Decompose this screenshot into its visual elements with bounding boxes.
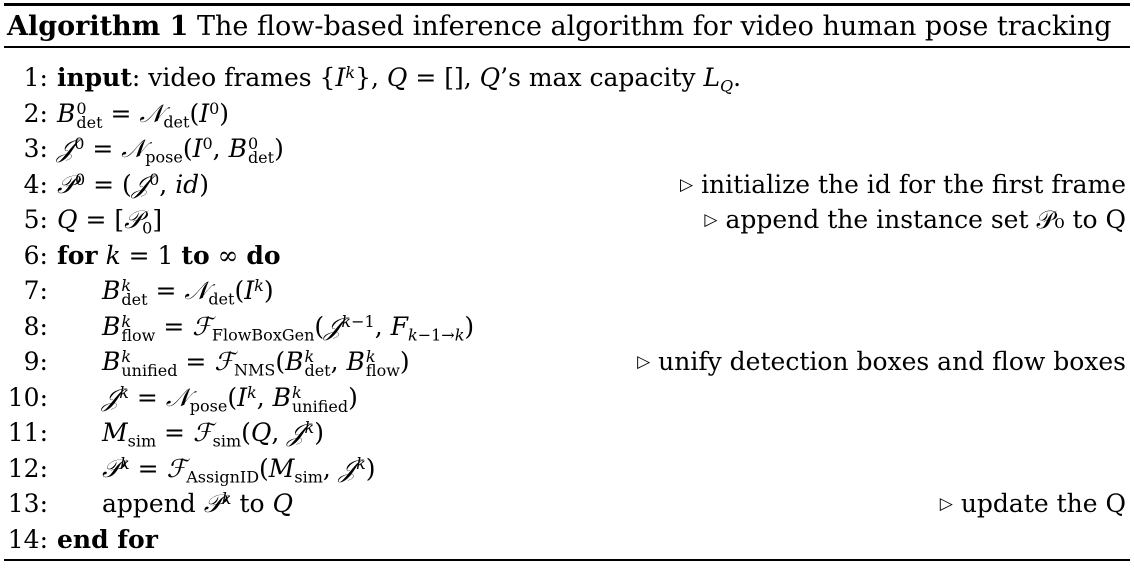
- line-content: 𝒥0 = 𝒩pose(I0, B 0 det): [57, 133, 284, 167]
- line-number: 9:: [23, 347, 48, 376]
- line-content: Msim = ℱsim(Q, 𝒥k): [102, 418, 325, 451]
- keyword-do: do: [246, 241, 281, 270]
- algo-line-14: 14: end for: [4, 522, 1130, 557]
- algorithm-caption: Algorithm 1 The flow-based inference alg…: [7, 9, 1112, 45]
- keyword-end-for: end for: [57, 525, 158, 554]
- algorithm-label: Algorithm 1: [7, 11, 189, 42]
- line-comment: ▷ append the instance set 𝒫₀ to Q: [704, 205, 1126, 234]
- line-number: 8:: [23, 312, 48, 341]
- line-number: 6:: [23, 241, 48, 270]
- line-number: 12:: [7, 454, 48, 483]
- line-content: for k = 1 to ∞ do: [57, 241, 281, 270]
- line-comment: ▷ initialize the id for the first frame: [679, 170, 1126, 199]
- top-rule: [4, 3, 1130, 6]
- algo-line-1: 1: input: video frames {Ik}, Q = [], Q’s…: [4, 60, 1130, 95]
- line-number: 4:: [23, 170, 48, 199]
- algorithm-title: The flow-based inference algorithm for v…: [197, 11, 1112, 42]
- keyword-to: to: [181, 241, 210, 270]
- bottom-rule: [4, 559, 1130, 561]
- line-number: 3:: [23, 134, 48, 163]
- algo-line-4: 4: 𝒫0 = (𝒥0, id) ▷ initialize the id for …: [4, 167, 1130, 202]
- algo-line-6: 6: for k = 1 to ∞ do: [4, 238, 1130, 273]
- algo-line-3: 3: 𝒥0 = 𝒩pose(I0, B 0 det): [4, 131, 1130, 166]
- line-content: B 0 det = 𝒩det(I0): [57, 98, 230, 132]
- keyword-for: for: [57, 241, 98, 270]
- line-content: input: video frames {Ik}, Q = [], Q’s ma…: [57, 63, 742, 96]
- comment-triangle-icon: ▷: [679, 175, 694, 195]
- line-number: 14:: [7, 525, 48, 554]
- line-number: 2:: [23, 99, 48, 128]
- comment-triangle-icon: ▷: [939, 494, 953, 514]
- comment-triangle-icon: ▷: [704, 210, 718, 230]
- line-comment: ▷ unify detection boxes and flow boxes: [637, 347, 1126, 376]
- algo-line-2: 2: B 0 det = 𝒩det(I0): [4, 96, 1130, 131]
- caption-rule: [4, 46, 1130, 48]
- line-number: 10:: [7, 383, 48, 412]
- algo-line-11: 11: Msim = ℱsim(Q, 𝒥k): [4, 415, 1130, 450]
- algorithm-block: Algorithm 1 The flow-based inference alg…: [4, 0, 1130, 570]
- line-content: Q = [𝒫0]: [57, 205, 163, 238]
- line-content: 𝒫k = ℱAssignID(Msim, 𝒥k): [102, 454, 376, 487]
- line-content: end for: [57, 522, 158, 557]
- algo-line-12: 12: 𝒫k = ℱAssignID(Msim, 𝒥k): [4, 451, 1130, 486]
- line-content: append 𝒫k to Q: [102, 489, 294, 518]
- line-number: 11:: [7, 418, 48, 447]
- comment-triangle-icon: ▷: [637, 352, 651, 372]
- line-number: 7:: [23, 276, 48, 305]
- algo-line-5: 5: Q = [𝒫0] ▷ append the instance set 𝒫₀ …: [4, 202, 1130, 237]
- line-number: 5:: [23, 205, 48, 234]
- line-number: 13:: [7, 489, 48, 518]
- line-comment: ▷ update the Q: [939, 489, 1126, 518]
- line-number: 1:: [23, 63, 48, 92]
- keyword-input: input: [57, 63, 132, 92]
- line-content: 𝒫0 = (𝒥0, id): [57, 170, 209, 199]
- algo-line-13: 13: append 𝒫k to Q ▷ update the Q: [4, 486, 1130, 521]
